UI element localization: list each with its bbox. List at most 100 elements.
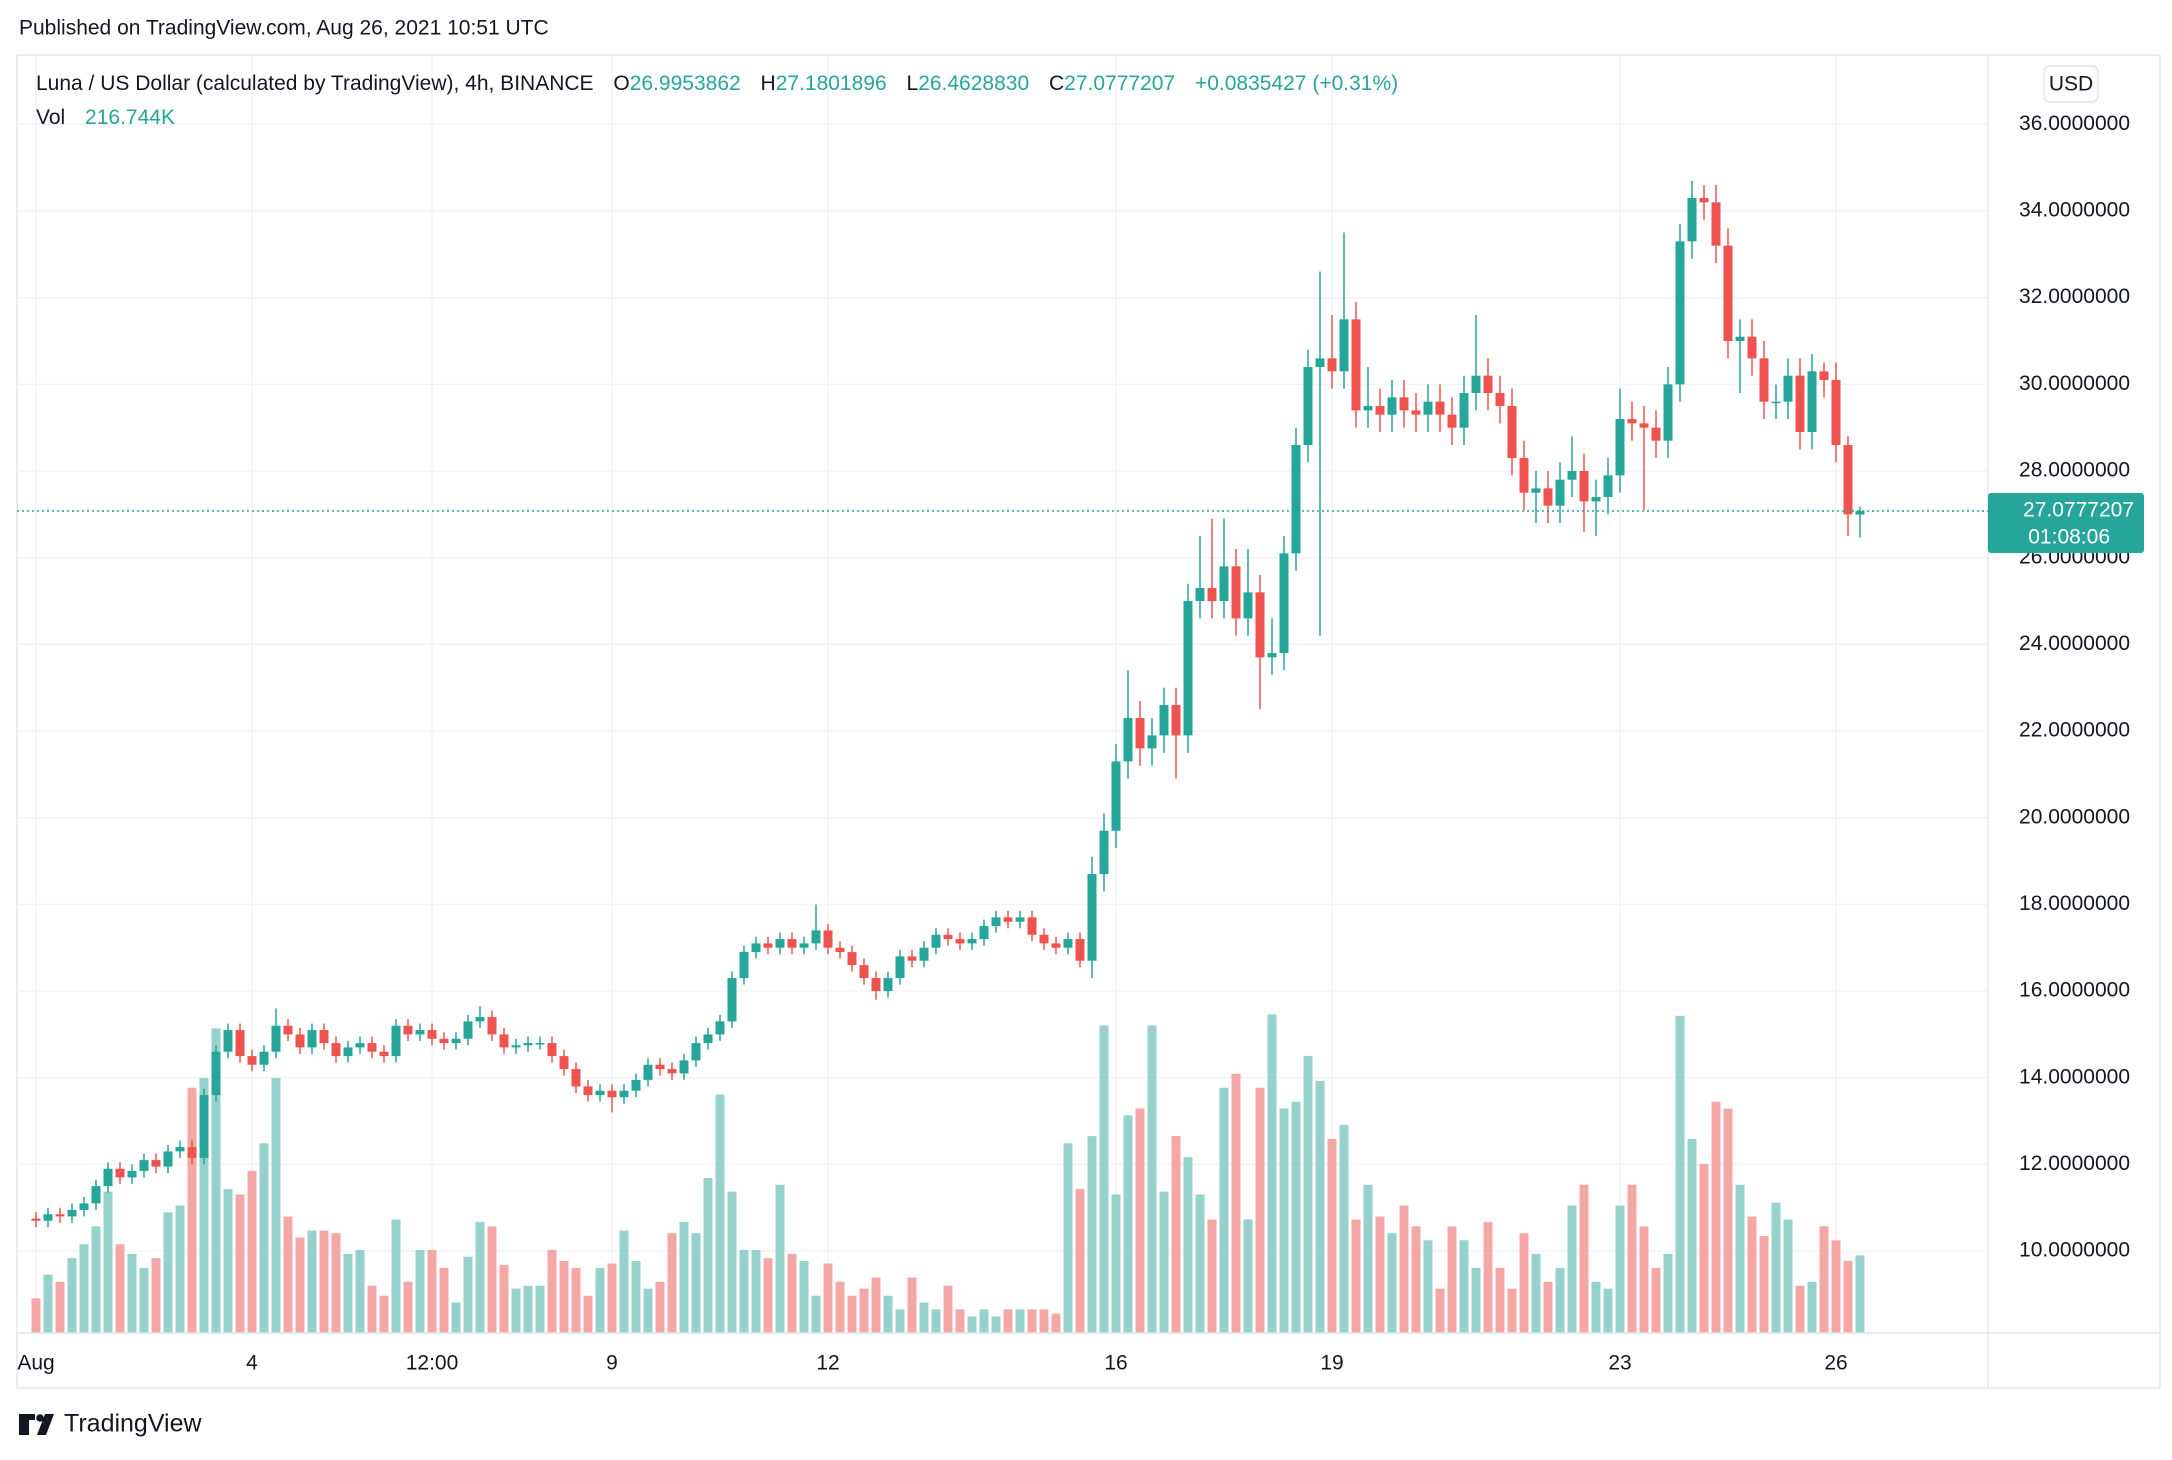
volume-bar — [1435, 1288, 1445, 1333]
volume-bar — [1519, 1233, 1529, 1333]
volume-bar — [1195, 1194, 1205, 1333]
volume-bar — [871, 1277, 881, 1333]
volume-bar — [79, 1244, 89, 1333]
volume-bar — [187, 1087, 197, 1333]
y-tick-label: 12.0000000 — [2019, 1152, 2130, 1175]
legend-value: 26.4628830 — [918, 72, 1029, 95]
volume-bar — [619, 1230, 629, 1333]
volume-bar — [883, 1295, 893, 1333]
candle-body — [955, 939, 965, 944]
y-tick-label: 14.0000000 — [2019, 1065, 2130, 1088]
y-tick-label: 10.0000000 — [2019, 1239, 2130, 1262]
candle-body — [1279, 553, 1289, 654]
volume-bar — [475, 1222, 485, 1333]
y-tick-label: 18.0000000 — [2019, 892, 2130, 915]
candle-body — [1519, 458, 1529, 493]
volume-bar — [31, 1298, 41, 1333]
candle-body — [175, 1147, 185, 1152]
candle-body — [523, 1043, 533, 1046]
candle-body — [775, 939, 785, 948]
volume-bar — [1363, 1184, 1373, 1333]
candle-body — [1435, 401, 1445, 415]
volume-bar — [1555, 1267, 1565, 1333]
volume-bar — [1531, 1253, 1541, 1333]
volume-bar — [1027, 1309, 1037, 1333]
candle-body — [259, 1051, 269, 1065]
volume-bar — [1291, 1101, 1301, 1333]
volume-bar — [415, 1249, 425, 1333]
candle-body — [1135, 718, 1145, 749]
candle-body — [823, 930, 833, 948]
volume-bar — [1015, 1309, 1025, 1333]
volume-bar — [379, 1295, 389, 1333]
candle-body — [1591, 497, 1601, 502]
candle-body — [307, 1030, 317, 1048]
volume-bar — [1135, 1108, 1145, 1333]
candle-body — [931, 934, 941, 948]
candle-body — [319, 1030, 329, 1044]
candle-body — [607, 1090, 617, 1098]
volume-bar — [1735, 1184, 1745, 1333]
volume-bar — [1471, 1267, 1481, 1333]
volume-bar — [931, 1309, 941, 1333]
volume-bar — [1771, 1202, 1781, 1333]
volume-bar — [1627, 1184, 1637, 1333]
volume-bar — [1231, 1073, 1241, 1333]
volume-bar — [1075, 1189, 1085, 1333]
candle-body — [1711, 202, 1721, 246]
currency[interactable]: USD — [2049, 73, 2093, 96]
x-tick-label: 26 — [1824, 1352, 1847, 1375]
candle-body — [1855, 511, 1865, 515]
volume-bar — [559, 1261, 569, 1333]
candle-body — [883, 978, 893, 992]
volume-bar — [1219, 1087, 1229, 1333]
candle-body — [1615, 419, 1625, 476]
candle-body — [1339, 319, 1349, 372]
volume-bar — [739, 1249, 749, 1333]
candle-body — [1387, 397, 1397, 415]
candle-body — [79, 1203, 89, 1210]
volume-bar — [1267, 1014, 1277, 1333]
volume-bar — [859, 1288, 869, 1333]
candle-body — [223, 1030, 233, 1052]
candle-body — [847, 952, 857, 966]
candle-body — [1471, 375, 1481, 394]
volume-bar — [91, 1226, 101, 1333]
volume-bar — [1051, 1313, 1061, 1333]
volume-bar — [163, 1212, 173, 1333]
volume-bar — [391, 1219, 401, 1333]
volume-bar — [847, 1295, 857, 1333]
volume-bar — [67, 1258, 77, 1333]
candle-body — [1003, 917, 1013, 922]
volume-bar — [523, 1285, 533, 1333]
y-tick-label: 24.0000000 — [2019, 632, 2130, 655]
volume-bar — [115, 1244, 125, 1333]
volume-bar — [343, 1253, 353, 1333]
candle-body — [655, 1064, 665, 1070]
candle-body — [1699, 198, 1709, 203]
published-note: Published on TradingView.com, Aug 26, 20… — [19, 17, 549, 40]
volume-bar — [427, 1249, 437, 1333]
chart-frame — [16, 54, 2161, 1389]
volume-bar — [1387, 1233, 1397, 1333]
volume-bar — [1207, 1219, 1217, 1333]
volume-bar — [691, 1233, 701, 1333]
currency-box[interactable] — [2043, 65, 2099, 103]
x-tick-label: 12:00 — [406, 1352, 459, 1375]
volume-bar — [319, 1230, 329, 1333]
candle-body — [499, 1034, 509, 1048]
candle-body — [1807, 371, 1817, 433]
legend-label: L — [907, 72, 919, 95]
candle-body — [1039, 934, 1049, 944]
candle-body — [691, 1043, 701, 1061]
countdown: 01:08:06 — [2028, 526, 2110, 549]
candle-body — [379, 1051, 389, 1057]
volume-bar — [1315, 1080, 1325, 1333]
volume-name: Vol — [36, 106, 65, 129]
volume-value: 216.744K — [85, 106, 175, 129]
candle-body — [427, 1030, 437, 1039]
candle-body — [127, 1170, 137, 1178]
last-price-box — [1988, 493, 2144, 554]
volume-bar — [1819, 1226, 1829, 1333]
candle-body — [1171, 705, 1181, 736]
